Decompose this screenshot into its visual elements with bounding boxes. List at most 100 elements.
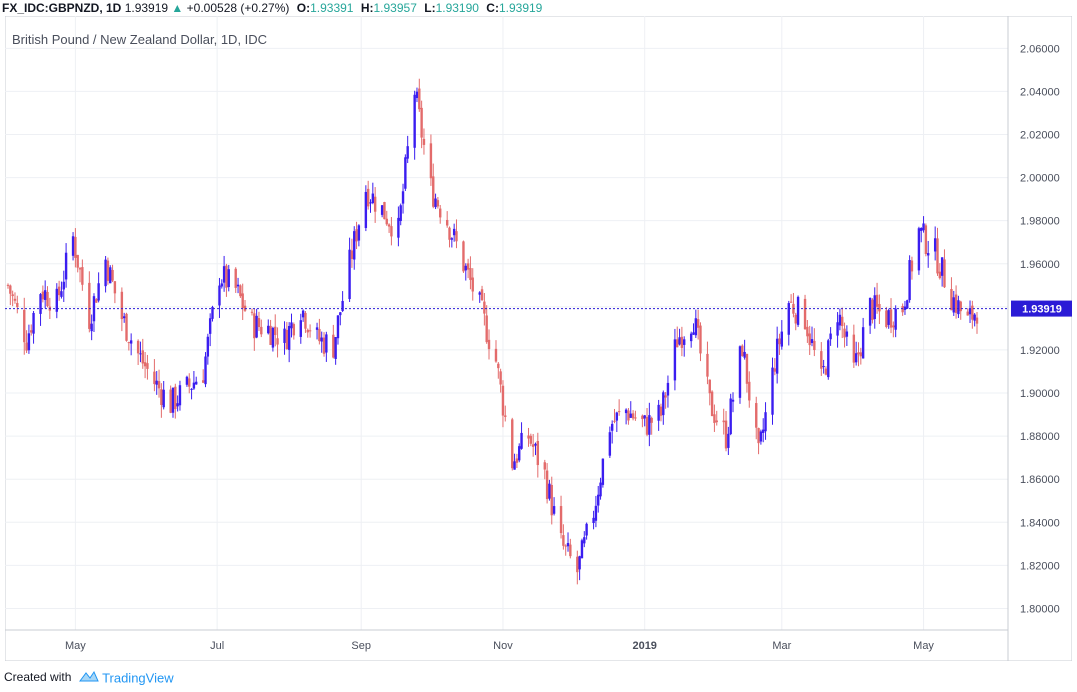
candle-down: [531, 444, 535, 447]
x-tick-label: Jul: [210, 640, 224, 652]
candle-up: [940, 257, 944, 276]
candle-up: [334, 337, 337, 359]
candle-up: [922, 223, 925, 231]
candle-up: [341, 300, 344, 311]
candle-down: [715, 420, 718, 423]
close-label: C:: [486, 1, 499, 15]
candle-up: [178, 385, 182, 406]
chart-area[interactable]: 2.06000 2.04000 2.02000 2.00000 1.98000 1.960…: [4, 15, 1074, 662]
candle-up: [829, 333, 832, 340]
candle-up: [552, 506, 556, 514]
candle-down: [892, 325, 895, 328]
candle-down: [120, 291, 124, 320]
x-tick-label: May: [913, 640, 934, 652]
candle-down: [136, 340, 140, 354]
candle-up: [301, 310, 305, 318]
candle-up: [678, 337, 681, 345]
candle-down: [676, 339, 679, 348]
candle-down: [160, 389, 163, 405]
candle-down: [813, 340, 816, 351]
candle-up: [325, 334, 328, 353]
candle-up: [743, 351, 746, 358]
candle-down: [641, 415, 644, 420]
candle-up: [192, 382, 196, 389]
candle-down: [627, 410, 630, 421]
candle-up: [71, 236, 75, 256]
candle-up: [195, 381, 198, 385]
candle-up: [927, 253, 930, 256]
candle-up: [903, 306, 907, 310]
candle-up: [518, 446, 521, 461]
candle-down: [23, 309, 26, 343]
candle-up: [353, 231, 356, 260]
candle-up: [887, 310, 890, 325]
candle-down: [515, 458, 519, 463]
candle-down: [569, 544, 572, 557]
candle-down: [885, 310, 888, 327]
candle-up: [287, 325, 291, 350]
candle-down: [366, 188, 370, 207]
candle-down: [141, 350, 144, 364]
candlestick-chart[interactable]: 2.06000 2.04000 2.02000 2.00000 1.98000 1.960…: [4, 15, 1074, 662]
candle-down: [250, 311, 254, 313]
candle-down: [564, 545, 567, 547]
x-tick-label: Nov: [493, 640, 513, 652]
candle-up: [64, 252, 68, 280]
last-price-badge: [1011, 300, 1074, 317]
candle-down: [127, 342, 131, 344]
candle-up: [60, 291, 63, 297]
y-tick-label: 1.90000: [1020, 388, 1060, 400]
candle-down: [511, 419, 514, 469]
candle-up: [190, 388, 193, 390]
candle-down: [483, 301, 486, 314]
candle-up: [796, 296, 800, 325]
y-tick-label: 1.84000: [1020, 517, 1060, 529]
candle-down: [304, 312, 307, 329]
candle-up: [43, 290, 47, 300]
y-tick-label: 1.88000: [1020, 431, 1060, 443]
candle-up: [62, 281, 65, 290]
candle-down: [439, 208, 442, 218]
candle-down: [808, 333, 811, 346]
last-price: 1.93919: [124, 1, 169, 15]
candle-down: [536, 441, 540, 466]
candle-up: [592, 517, 595, 524]
candle-up: [666, 382, 670, 396]
candle-up: [129, 340, 133, 344]
tradingview-brand[interactable]: TradingView: [102, 670, 174, 686]
candle-down: [188, 378, 191, 387]
candle-down: [959, 301, 962, 312]
candle-up: [415, 91, 419, 98]
candle-down: [234, 268, 237, 288]
candle-up: [139, 353, 142, 355]
candle-up: [122, 316, 126, 319]
candle-down: [562, 535, 565, 546]
candle-up: [787, 303, 790, 335]
symbol-label[interactable]: FX_IDC:GBPNZD, 1D: [2, 1, 122, 15]
candle-up: [657, 404, 660, 421]
candle-up: [822, 366, 825, 368]
candle-up: [478, 292, 481, 295]
tradingview-logo-icon[interactable]: [78, 670, 99, 685]
candle-down: [708, 379, 711, 394]
high-value: 1.93957: [373, 1, 417, 15]
candle-up: [578, 556, 581, 570]
candle-down: [322, 337, 326, 354]
candle-down: [318, 328, 321, 342]
candle-down: [631, 413, 635, 419]
candle-up: [339, 312, 342, 316]
y-tick-label: 2.06000: [1020, 43, 1060, 55]
candle-up: [838, 314, 842, 326]
candle-down: [820, 351, 823, 369]
candle-down: [871, 299, 874, 320]
candle-down: [471, 277, 474, 292]
last-price-label: 1.93919: [1022, 304, 1062, 316]
candle-down: [910, 260, 914, 272]
candle-down: [722, 420, 725, 423]
candle-up: [599, 482, 602, 497]
candle-down: [773, 368, 777, 372]
candle-down: [529, 435, 533, 444]
candle-up: [759, 431, 763, 442]
y-tick-label: 2.02000: [1020, 129, 1060, 141]
candle-down: [285, 329, 289, 350]
